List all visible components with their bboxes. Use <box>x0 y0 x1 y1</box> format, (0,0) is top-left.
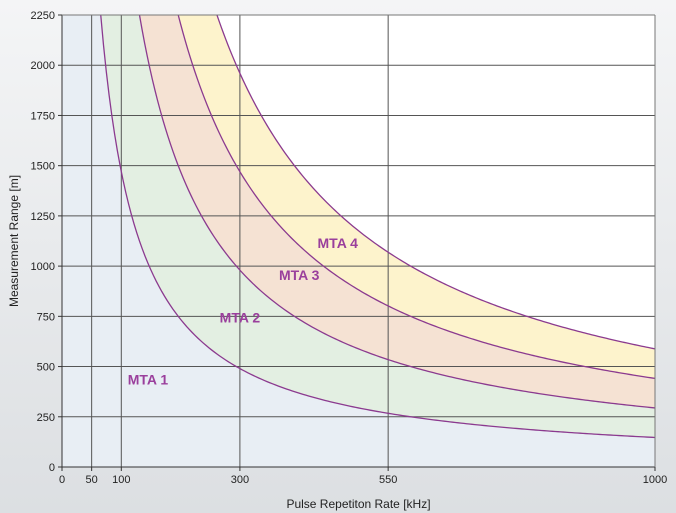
boundary-curve-2 <box>138 14 656 409</box>
y-tick-label: 2000 <box>31 60 55 72</box>
region-label-mta-4: MTA 4 <box>318 235 359 251</box>
boundary-curve-1 <box>100 14 656 439</box>
x-tick-label: 50 <box>86 474 98 486</box>
boundary-curves <box>100 14 656 439</box>
y-axis-title: Measurement Range [m] <box>7 175 21 307</box>
x-axis-ticks: 0 50 100 300 550 1000 <box>59 467 667 486</box>
region-mta-2 <box>62 15 655 438</box>
y-tick-label: 750 <box>37 311 55 323</box>
y-tick-label: 500 <box>37 362 55 374</box>
region-label-mta-1: MTA 1 <box>128 372 169 388</box>
axes <box>61 14 656 468</box>
y-tick-label: 1750 <box>31 110 55 122</box>
x-tick-label: 1000 <box>643 474 667 486</box>
region-label-mta-2: MTA 2 <box>220 309 261 325</box>
x-tick-label: 0 <box>59 474 65 486</box>
boundary-curve-3 <box>177 14 656 380</box>
y-tick-label: 0 <box>49 462 55 474</box>
y-tick-label: 2250 <box>31 10 55 22</box>
boundary-curve-4 <box>216 14 656 350</box>
region-labels: MTA 1 MTA 2 MTA 3 MTA 4 <box>128 235 358 388</box>
region-mta-4 <box>62 15 655 379</box>
region-label-mta-3: MTA 3 <box>279 267 320 283</box>
y-axis-ticks: 0 250 500 750 1000 1250 1500 1750 2000 2250 <box>31 10 62 474</box>
y-tick-label: 250 <box>37 412 55 424</box>
y-tick-label: 1250 <box>31 211 55 223</box>
x-tick-label: 100 <box>112 474 130 486</box>
x-tick-label: 300 <box>231 474 249 486</box>
region-mta-1 <box>62 15 655 467</box>
x-axis-title: Pulse Repetiton Rate [kHz] <box>286 497 430 511</box>
y-tick-label: 1000 <box>31 261 55 273</box>
x-tick-label: 550 <box>379 474 397 486</box>
y-tick-label: 1500 <box>31 161 55 173</box>
